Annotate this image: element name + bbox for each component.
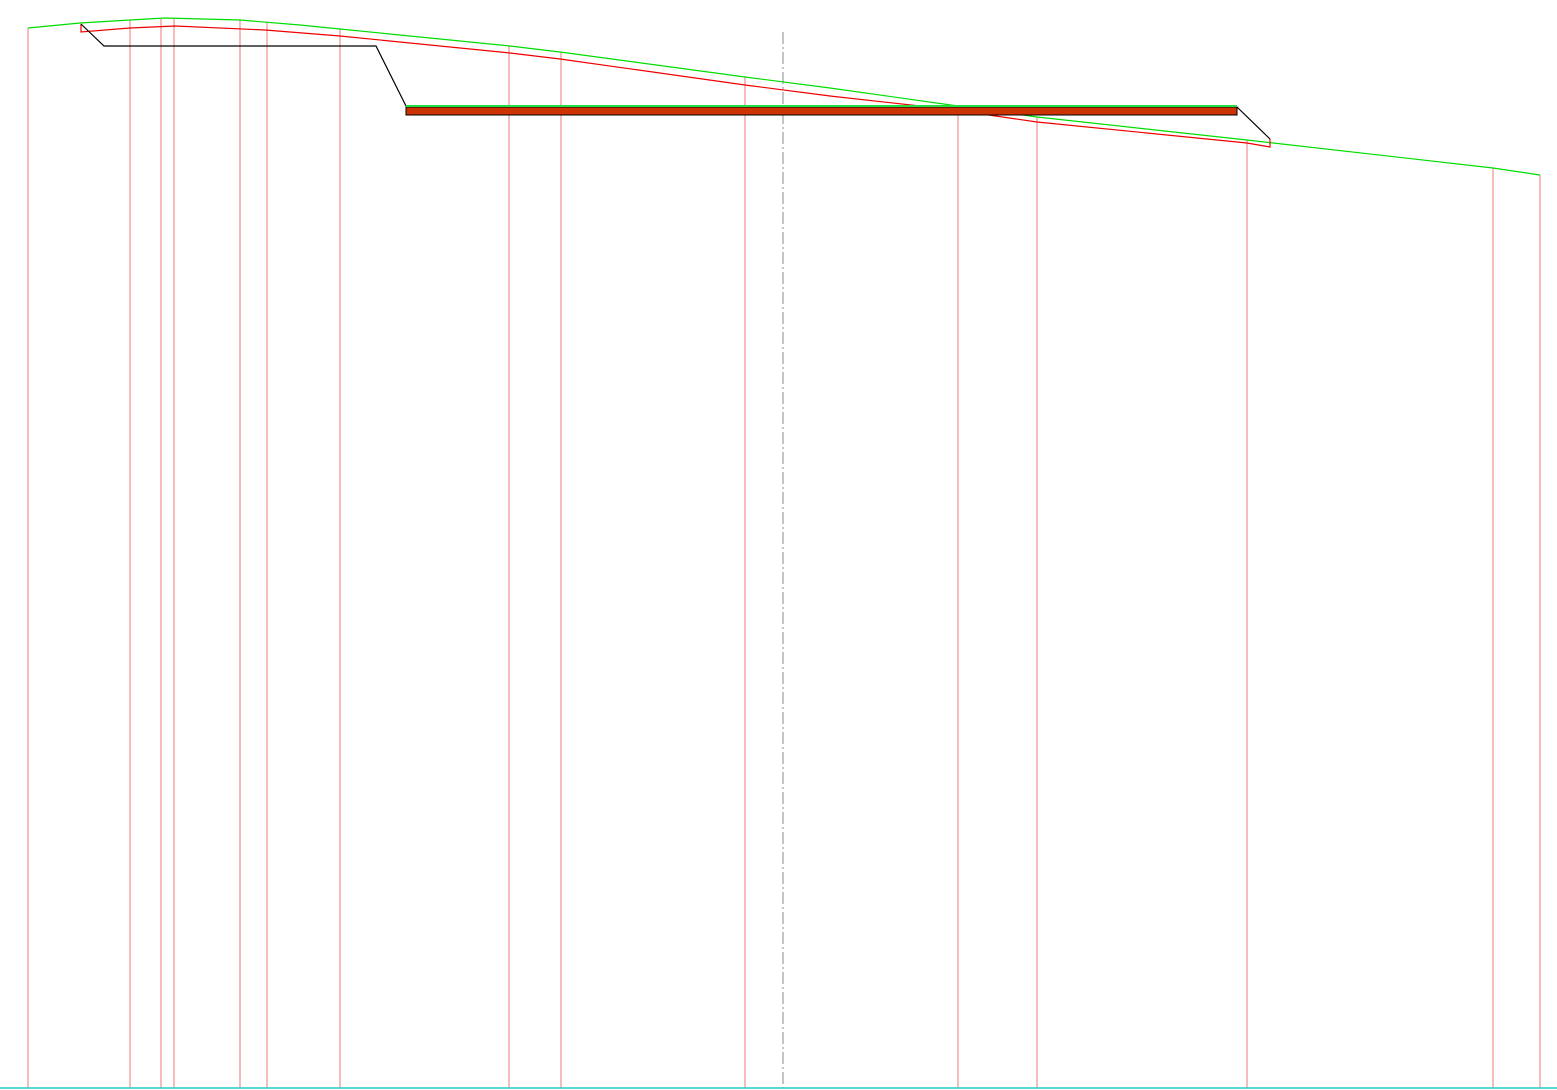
deck-slab (405, 105, 1238, 116)
structure-outline (80, 23, 1271, 140)
ground-profile-line (27, 17, 1541, 176)
section-lines (27, 19, 1541, 1088)
design-profile-line (80, 24, 1271, 148)
deck-slab-body (405, 106, 1238, 116)
